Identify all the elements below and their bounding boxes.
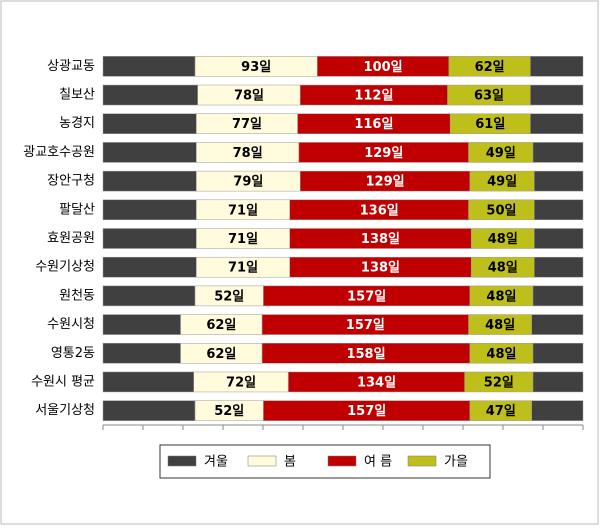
- value-label: 79일: [233, 175, 263, 190]
- value-label: 49일: [487, 175, 517, 190]
- value-label: 52일: [214, 289, 244, 304]
- value-label: 129일: [366, 175, 405, 190]
- bar-segment: [102, 199, 197, 221]
- y-tick-label: 칠보산: [59, 88, 95, 103]
- y-tick-label: 농경지: [59, 116, 95, 131]
- value-label: 49일: [486, 146, 516, 161]
- value-label: 47일: [486, 404, 516, 419]
- y-tick-label: 수원시 평균: [31, 374, 95, 389]
- y-tick-label: 영통2동: [51, 346, 95, 361]
- value-label: 48일: [486, 289, 516, 304]
- bar-segment: [530, 84, 584, 106]
- bar-segment: [102, 84, 198, 106]
- legend-label: 여 름: [364, 455, 392, 470]
- bar-segment: [532, 285, 584, 307]
- bar-segment: [530, 113, 584, 134]
- y-tick-label: 팔달산: [59, 202, 95, 217]
- bar-segment: [102, 371, 194, 393]
- value-label: 71일: [228, 261, 258, 276]
- value-label: 157일: [347, 289, 386, 304]
- bar-segment: [534, 228, 584, 249]
- bar-segment: [102, 400, 196, 421]
- bar-segment: [534, 170, 584, 192]
- bar-segment: [534, 256, 584, 278]
- bar-segment: [532, 343, 584, 364]
- value-label: 100일: [364, 60, 403, 75]
- bar-segment: [102, 256, 197, 278]
- value-label: 72일: [226, 375, 256, 390]
- bar-segment: [534, 199, 584, 221]
- value-label: 157일: [347, 404, 386, 419]
- bar-segment: [102, 142, 197, 163]
- value-label: 116일: [354, 117, 393, 132]
- y-tick-label: 수원시청: [47, 317, 95, 332]
- bar-segment: [531, 314, 584, 335]
- value-label: 62일: [206, 347, 236, 362]
- value-label: 134일: [357, 375, 396, 390]
- value-label: 63일: [474, 89, 504, 104]
- legend-label: 가을: [444, 455, 468, 470]
- value-label: 77일: [232, 117, 262, 132]
- bar-segment: [532, 142, 584, 163]
- bar-segment: [532, 371, 584, 393]
- y-tick-label: 원천동: [59, 288, 95, 303]
- value-label: 138일: [361, 232, 400, 247]
- value-label: 158일: [346, 347, 385, 362]
- value-label: 48일: [488, 261, 518, 276]
- y-tick-label: 효원공원: [47, 231, 95, 246]
- bar-segment: [102, 343, 181, 364]
- value-label: 52일: [484, 375, 514, 390]
- value-label: 48일: [486, 347, 516, 362]
- bar-segment: [102, 113, 197, 134]
- y-tick-label: 광교호수공원: [23, 145, 95, 160]
- bar-segment: [102, 285, 196, 307]
- value-label: 50일: [486, 203, 516, 218]
- value-label: 136일: [360, 203, 399, 218]
- value-label: 78일: [233, 146, 263, 161]
- value-label: 62일: [206, 318, 236, 333]
- y-tick-label: 수원기상청: [35, 260, 95, 275]
- value-label: 78일: [234, 89, 264, 104]
- value-label: 129일: [364, 146, 403, 161]
- legend-label: 겨울: [204, 455, 228, 470]
- y-tick-label: 상광교동: [47, 59, 95, 74]
- value-label: 157일: [346, 318, 385, 333]
- value-label: 52일: [214, 404, 244, 419]
- value-label: 62일: [475, 60, 505, 75]
- value-label: 48일: [485, 318, 515, 333]
- y-tick-label: 서울기상청: [35, 403, 95, 418]
- y-tick-label: 장안구청: [47, 174, 95, 189]
- value-label: 71일: [228, 232, 258, 247]
- legend-swatch: [407, 455, 437, 467]
- value-label: 93일: [241, 60, 271, 75]
- bar-segment: [102, 228, 197, 249]
- legend-swatch: [167, 455, 197, 467]
- bar-segment: [102, 170, 197, 192]
- bar-segment: [102, 314, 181, 335]
- value-label: 112일: [354, 89, 393, 104]
- value-label: 61일: [475, 117, 505, 132]
- bar-segment: [530, 56, 584, 77]
- legend-swatch: [327, 455, 357, 467]
- bar-segment: [102, 56, 196, 77]
- value-label: 138일: [361, 261, 400, 276]
- value-label: 71일: [228, 203, 258, 218]
- bar-segment: [531, 400, 584, 421]
- legend-swatch: [247, 455, 277, 467]
- value-label: 48일: [488, 232, 518, 247]
- legend-label: 봄: [284, 455, 296, 470]
